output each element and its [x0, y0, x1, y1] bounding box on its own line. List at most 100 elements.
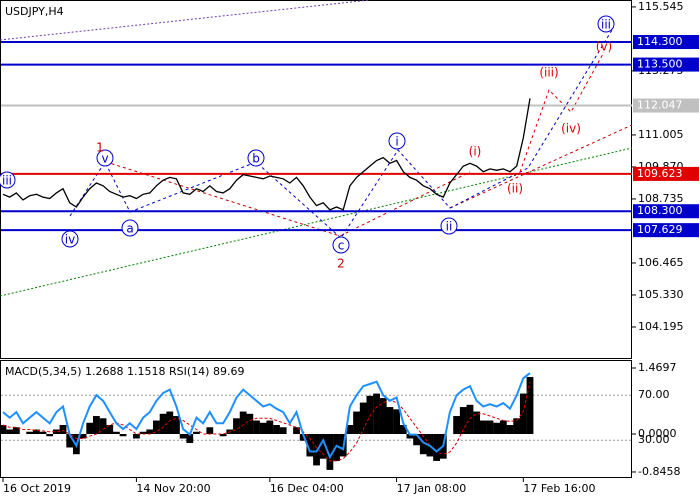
macd-bar [433, 433, 441, 461]
x-tick-label: 16 Oct 2019 [3, 482, 71, 495]
macd-bar [246, 413, 254, 434]
wave-circle [597, 15, 615, 33]
wave-label: 2 [337, 257, 345, 271]
macd-bar [279, 427, 287, 434]
macd-bar [419, 433, 427, 455]
wave-circle [121, 219, 139, 237]
macd-bar [139, 431, 147, 434]
x-tick-label: 17 Jan 08:00 [397, 482, 467, 495]
level-label: 107.629 [637, 223, 683, 236]
wave-circle [440, 217, 458, 235]
macd-bar [366, 395, 374, 434]
wave-circle [0, 171, 16, 189]
macd-bar [259, 422, 267, 434]
x-tick-label: 17 Feb 16:00 [523, 482, 595, 495]
wave-label: (v) [596, 40, 612, 54]
y-tick-label: 111.005 [638, 128, 684, 141]
macd-bar [253, 420, 260, 434]
macd-bar [453, 416, 461, 434]
macd-bar [99, 418, 107, 434]
y-tick-label: -0.8458 [638, 465, 680, 478]
wave-label: c [338, 239, 345, 253]
y-tick-label: 1.4697 [638, 361, 677, 374]
level-label-box [633, 57, 699, 72]
wave-lines [0, 0, 633, 297]
macd-bar [479, 420, 487, 434]
wave-label: i [395, 135, 398, 149]
macd-bar [526, 377, 534, 434]
x-tick-label: 14 Nov 20:00 [136, 482, 210, 495]
macd-bar [413, 433, 420, 446]
wave-circle [247, 149, 265, 167]
macd-bar [359, 402, 367, 434]
macd-bar [39, 431, 47, 434]
wave-label: v [101, 152, 108, 166]
macd-bar [146, 429, 154, 434]
macd-bar [239, 411, 247, 434]
macd-bar [113, 431, 120, 434]
macd-bar [306, 433, 314, 457]
chart-title: USDJPY,H4 [5, 5, 64, 18]
wave-label: (iv) [561, 122, 581, 136]
macd-bar [159, 413, 167, 434]
macd-bar [293, 427, 300, 434]
wave-circle [332, 236, 350, 254]
macd-bar [79, 433, 87, 439]
macd-bar [86, 422, 94, 434]
macd-bar [26, 431, 34, 434]
level-label: 108.300 [637, 204, 683, 217]
macd-bar [12, 427, 20, 434]
wave-path [99, 159, 471, 237]
macd-bar [466, 404, 474, 434]
level-label-box [633, 35, 699, 50]
wave-label: a [126, 222, 133, 236]
macd-bar [353, 411, 360, 434]
macd-bar [0, 425, 7, 434]
level-label-box [633, 204, 699, 219]
wave-label: (ii) [507, 182, 523, 196]
macd-bar [493, 422, 501, 434]
level-label-box [633, 223, 699, 238]
level-label-box [633, 98, 699, 113]
y2-tick-label: 30.00 [638, 433, 670, 446]
macd-bar [486, 420, 494, 434]
macd-bar [193, 431, 200, 434]
macd-bar [459, 407, 467, 434]
y-tick-label: 106.465 [638, 256, 684, 269]
macd-bar [473, 411, 481, 434]
macd-bar [273, 425, 280, 434]
wave-label: 1 [96, 141, 104, 155]
level-label: 109.623 [637, 167, 683, 180]
macd-bar [513, 418, 521, 434]
wave-label: b [252, 152, 260, 166]
macd-bar [119, 433, 127, 437]
wave-circle [96, 149, 114, 167]
macd-bar [299, 433, 307, 441]
macd-bar [386, 407, 394, 434]
macd-bar [519, 393, 527, 434]
rsi-line [2, 372, 531, 460]
macd-bar [206, 427, 214, 434]
macd-bar [6, 429, 14, 434]
macd-bar [266, 420, 274, 434]
y2-tick-label: 70.00 [638, 388, 670, 401]
x-tick-label: 16 Dec 04:00 [270, 482, 344, 495]
macd-bar [393, 409, 400, 434]
macd-bar [52, 429, 60, 434]
wave-circle [61, 230, 79, 248]
macd-bar [153, 420, 160, 434]
macd-bar [46, 433, 54, 437]
macd-bar [186, 433, 194, 443]
macd-bar [399, 425, 407, 434]
macd-bar [133, 433, 140, 439]
y-tick-label: 105.330 [638, 288, 684, 301]
level-label: 114.300 [637, 35, 683, 48]
macd-bar [506, 425, 514, 434]
y-tick-label: 108.735 [638, 192, 684, 205]
wave-label: (iii) [539, 66, 558, 80]
level-label-box [633, 166, 699, 181]
wave-label: ii [446, 220, 453, 234]
macd-bar [406, 433, 414, 439]
signal-line [2, 382, 531, 462]
